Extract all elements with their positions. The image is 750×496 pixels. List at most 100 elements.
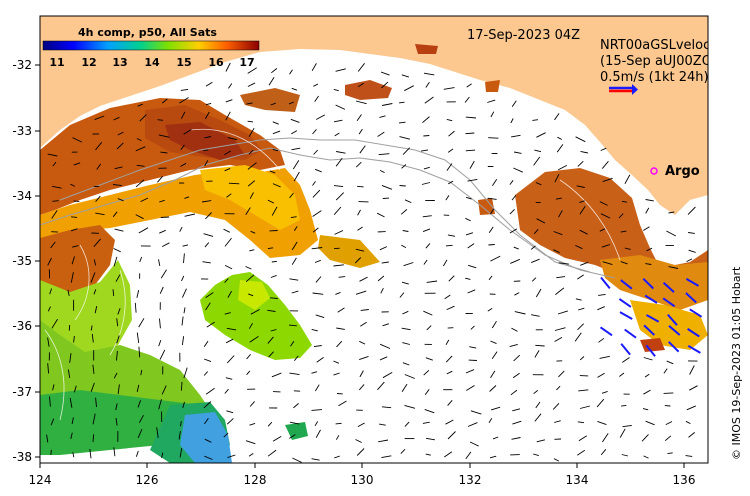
velocity-arrow [401,164,407,169]
velocity-arrow [316,357,324,363]
velocity-arrow [52,384,55,391]
velocity-arrow [425,243,431,249]
velocity-arrow [267,449,277,457]
velocity-arrow [512,372,520,379]
velocity-arrow [399,101,405,104]
velocity-arrow [293,171,300,182]
velocity-arrow [579,356,585,361]
velocity-arrow [668,325,681,336]
velocity-arrow [620,343,631,356]
velocity-arrow [136,332,140,344]
velocity-arrow [355,248,365,252]
velocity-arrow [337,307,345,313]
velocity-arrow [446,305,455,311]
velocity-arrow [247,162,257,170]
velocity-arrow [245,274,255,283]
velocity-arrow [470,410,482,415]
velocity-arrow [250,309,260,315]
velocity-arrow [465,451,472,460]
velocity-arrow [161,385,167,395]
velocity-arrow [139,256,143,263]
velocity-arrow [511,134,521,138]
velocity-arrow [355,161,362,168]
velocity-arrow [425,82,430,88]
velocity-arrow [52,200,59,202]
velocity-arrow [248,149,254,155]
velocity-arrow [445,195,450,201]
velocity-arrow [531,314,540,317]
velocity-arrow [136,138,142,142]
velocity-arrow [50,418,55,426]
velocity-arrow [378,439,389,443]
x-tick-label: 124 [29,473,52,487]
velocity-arrow [646,247,653,252]
velocity-arrow [267,247,274,250]
velocity-arrow [117,131,124,136]
velocity-arrow [556,276,566,279]
velocity-arrow [511,437,521,440]
velocity-arrow [47,153,58,157]
velocity-arrow [224,388,229,394]
velocity-arrow [180,162,187,167]
velocity-arrow [245,266,252,270]
velocity-arrow [272,130,281,135]
velocity-arrow [443,259,448,267]
velocity-arrow [224,167,231,172]
velocity-arrow [402,230,409,232]
velocity-arrow [333,372,340,376]
velocity-arrow [621,454,629,457]
velocity-arrow [620,261,628,265]
velocity-arrow [271,372,282,378]
velocity-arrow [335,422,342,425]
velocity-arrow [248,453,254,457]
velocity-arrow [113,372,118,379]
velocity-arrow [376,212,385,218]
velocity-arrow [554,113,560,121]
velocity-arrow [465,232,474,236]
velocity-arrow [689,385,698,391]
velocity-arrow [400,448,406,454]
velocity-arrow [67,289,70,296]
velocity-arrow [423,166,430,170]
velocity-arrow [381,261,389,264]
velocity-arrow [490,111,495,118]
velocity-arrow [113,248,121,253]
velocity-arrow [248,322,253,329]
velocity-arrow [289,278,299,281]
velocity-arrow [269,297,278,299]
velocity-arrow [137,103,143,107]
velocity-arrow [377,275,385,282]
velocity-arrow [290,341,295,347]
velocity-arrow [315,429,321,438]
velocity-arrow [553,231,563,236]
velocity-arrow [247,82,256,87]
velocity-arrow [685,420,691,425]
velocity-arrow [224,237,232,247]
velocity-arrow [379,246,388,251]
velocity-arrow [488,244,495,246]
velocity-arrow [667,313,678,326]
velocity-arrow [644,294,658,304]
velocity-arrow [112,289,115,297]
bathymetry-contours [40,137,616,279]
velocity-arrow [662,297,676,308]
velocity-arrow [510,118,514,124]
velocity-arrow [668,211,675,214]
velocity-arrow [312,181,316,186]
argo-label: Argo [665,164,700,179]
velocity-arrow [269,170,276,174]
velocity-arrow [579,405,591,409]
velocity-arrow [49,288,53,295]
velocity-arrow [159,229,166,234]
velocity-arrow [71,216,78,218]
velocity-arrow [293,226,298,232]
velocity-arrow [622,357,630,363]
velocity-arrow [227,137,238,141]
velocity-arrow [95,212,105,216]
velocity-arrow [401,281,409,285]
velocity-arrow [289,69,293,75]
velocity-arrow [624,328,637,339]
velocity-arrow [271,68,278,74]
velocity-arrow [404,199,412,204]
velocity-arrow [333,119,343,123]
